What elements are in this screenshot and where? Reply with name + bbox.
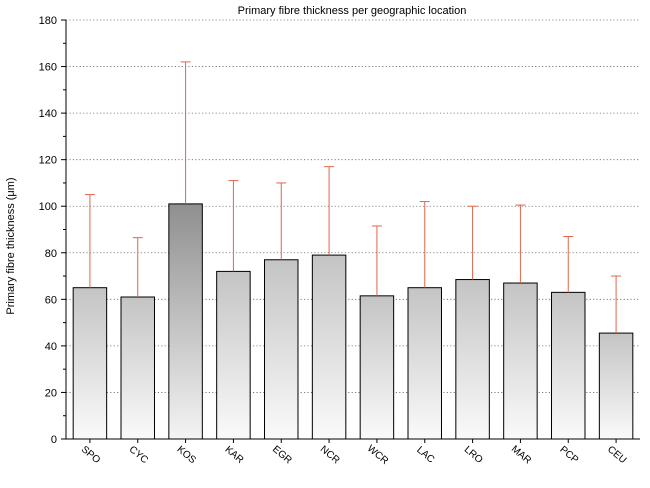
bar-cyc [120, 296, 155, 440]
y-tick-label: 120 [39, 155, 57, 167]
x-tick-label: KOS [175, 444, 199, 466]
bar-wcr [359, 295, 395, 440]
bars [72, 203, 634, 440]
x-tick-label: LRO [462, 444, 485, 466]
y-tick-label: 140 [39, 108, 57, 120]
x-tick-label: NCR [318, 444, 342, 466]
bar-kar [216, 270, 251, 440]
y-tick-label: 180 [39, 15, 57, 27]
y-ticks: 0 20 40 60 80 100 120 140 160 180 [39, 15, 66, 446]
x-tick-label: KAR [223, 444, 246, 466]
bar-spo [72, 287, 108, 440]
bar-kos [168, 203, 203, 440]
bar-egr [264, 259, 299, 440]
y-axis-label: Primary fibre thickness (μm) [5, 177, 17, 314]
bar-ncr [311, 254, 347, 440]
y-tick-label: 40 [45, 341, 57, 353]
y-tick-label: 0 [51, 434, 57, 446]
x-tick-label: WCR [365, 443, 390, 467]
x-tick-label: SPO [79, 444, 102, 466]
x-tick-label: EGR [270, 444, 294, 466]
x-tick-label: PCP [557, 444, 580, 466]
y-tick-label: 160 [39, 62, 57, 74]
x-tick-labels: SPO CYC KOS KAR EGR NCR WCR LAC LRO MAR PCP CEU [79, 439, 628, 467]
error-bars [84, 61, 622, 334]
bar-lac [407, 287, 442, 440]
y-tick-label: 60 [45, 294, 57, 306]
x-tick-label: LAC [414, 445, 436, 466]
bar-pcp [551, 291, 586, 440]
y-tick-label: 100 [39, 201, 57, 213]
y-tick-label: 20 [45, 387, 57, 399]
grid-lines [66, 19, 640, 393]
bar-lro [455, 279, 490, 440]
x-tick-label: CEU [605, 444, 628, 466]
bar-ceu [598, 332, 634, 440]
bar-mar [503, 282, 538, 440]
x-tick-label: CYC [127, 444, 150, 466]
x-tick-label: MAR [509, 444, 533, 467]
chart-title: Primary fibre thickness per geographic l… [238, 5, 467, 17]
y-tick-label: 80 [45, 248, 57, 260]
